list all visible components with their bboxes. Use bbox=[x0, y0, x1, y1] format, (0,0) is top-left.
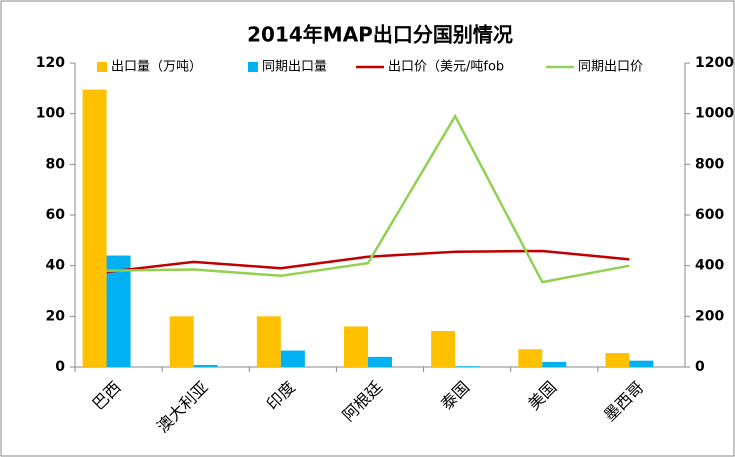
y2-tick-label: 200 bbox=[695, 308, 724, 324]
bar bbox=[542, 361, 567, 367]
bar bbox=[518, 349, 543, 367]
y-tick-label: 120 bbox=[36, 55, 65, 71]
bar bbox=[368, 356, 392, 367]
legend-label: 出口价（美元/吨fob bbox=[388, 60, 504, 75]
y2-tick-label: 1200 bbox=[695, 55, 734, 71]
y2-tick-label: 400 bbox=[695, 258, 724, 274]
legend-swatch bbox=[248, 62, 258, 72]
legend-label: 出口量（万吨） bbox=[111, 60, 202, 75]
y-tick-label: 0 bbox=[55, 359, 65, 375]
bar bbox=[431, 331, 456, 367]
line-series bbox=[106, 249, 630, 274]
bar bbox=[629, 360, 654, 367]
legend-swatch bbox=[97, 62, 107, 72]
bar bbox=[193, 364, 218, 367]
y2-tick-label: 1000 bbox=[695, 106, 734, 122]
y2-tick-label: 600 bbox=[695, 207, 724, 223]
y-tick-label: 40 bbox=[46, 258, 66, 274]
bar bbox=[280, 350, 305, 367]
bar bbox=[605, 353, 630, 367]
bar bbox=[82, 89, 107, 367]
y-tick-label: 60 bbox=[46, 207, 66, 223]
y2-tick-label: 800 bbox=[695, 156, 724, 172]
y-tick-label: 100 bbox=[36, 106, 65, 122]
chart-title: 2014年MAP出口分国别情况 bbox=[247, 23, 513, 47]
bar bbox=[344, 326, 368, 367]
bar bbox=[169, 316, 194, 367]
bar bbox=[455, 366, 480, 367]
legend-label: 同期出口量 bbox=[262, 60, 327, 75]
y-tick-label: 80 bbox=[46, 156, 66, 172]
bar bbox=[106, 255, 131, 367]
y2-tick-label: 0 bbox=[695, 359, 705, 375]
legend-label: 同期出口价 bbox=[578, 60, 643, 75]
y-tick-label: 20 bbox=[46, 308, 66, 324]
bar bbox=[256, 316, 281, 367]
line-series bbox=[106, 113, 630, 284]
